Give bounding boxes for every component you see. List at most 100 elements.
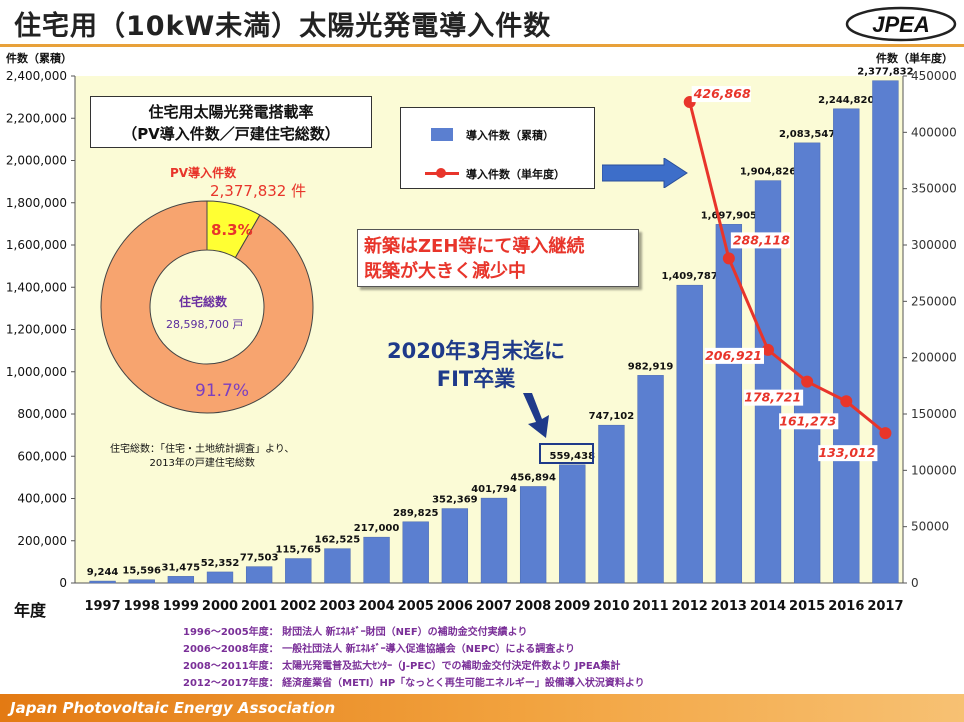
left-tick-label: 1,400,000 bbox=[6, 280, 67, 294]
callout-line2: 既築が大きく減少中 bbox=[364, 261, 526, 282]
legend-label-annual: 導入件数（単年度） bbox=[466, 168, 565, 181]
right-tick-label: 100000 bbox=[911, 463, 957, 477]
annual-label-bg bbox=[704, 347, 764, 364]
left-tick-label: 1,000,000 bbox=[6, 365, 67, 379]
bar-value-label: 115,765 bbox=[276, 545, 322, 556]
legend bbox=[400, 107, 595, 189]
donut-chart bbox=[100, 200, 314, 414]
jpea-logo: JPEA bbox=[845, 6, 957, 42]
left-tick-label: 1,600,000 bbox=[6, 238, 67, 252]
left-tick-label: 400,000 bbox=[17, 492, 67, 506]
bar-value-label: 559,438 bbox=[550, 451, 596, 462]
left-tick-label: 1,800,000 bbox=[6, 196, 67, 210]
bar-value-label: 289,825 bbox=[393, 508, 439, 519]
x-tick-label: 2013 bbox=[711, 599, 747, 614]
bar-1997 bbox=[89, 580, 116, 584]
bar-1998 bbox=[128, 579, 155, 584]
x-tick-label: 2004 bbox=[358, 599, 394, 614]
source-note-1: 1996～2005年度： 財団法人 新ｴﾈﾙｷﾞｰ財団（NEF）の補助金交付実績… bbox=[183, 627, 528, 638]
bar-value-label: 982,919 bbox=[628, 361, 674, 372]
annual-label-bg bbox=[743, 389, 804, 406]
right-tick-label: 450000 bbox=[911, 69, 957, 83]
source-note-4: 2012～2017年度： 経済産業省（METI）HP「なっとく再生可能エネルギー… bbox=[183, 678, 645, 689]
housing-source-note: 住宅総数：「住宅・土地統計調査」より、 2013年の戸建住宅総数 bbox=[110, 443, 294, 471]
x-tick-label: 2006 bbox=[437, 599, 473, 614]
callout-line1: 新築はZEH等にて導入継続 bbox=[364, 236, 585, 257]
x-tick-label: 2011 bbox=[632, 599, 668, 614]
footer-bar: Japan Photovoltaic Energy Association bbox=[0, 694, 964, 722]
annual-label-bg bbox=[691, 86, 751, 103]
x-tick-label: 1997 bbox=[84, 599, 120, 614]
left-tick-label: 0 bbox=[59, 576, 67, 590]
source-note-line1: 住宅総数：「住宅・土地統計調査」より、 bbox=[110, 444, 295, 455]
bar-2005 bbox=[402, 521, 429, 584]
bar-2015 bbox=[793, 142, 821, 584]
donut-slice-pv-label: 8.3% bbox=[211, 221, 253, 239]
x-tick-label: 2001 bbox=[241, 599, 277, 614]
x-tick-label: 2000 bbox=[202, 599, 238, 614]
left-tick-label: 2,000,000 bbox=[6, 154, 67, 168]
bar-value-label: 217,000 bbox=[354, 523, 400, 534]
annual-value-label: 133,012 bbox=[818, 445, 875, 460]
bar-value-label: 1,409,787 bbox=[662, 271, 718, 282]
page-title: 住宅用（10kW未満）太陽光発電導入件数 bbox=[14, 11, 552, 42]
annual-value-label: 206,921 bbox=[705, 348, 762, 363]
ratio-title-line2: （PV導入件数／戸建住宅総数） bbox=[122, 125, 340, 143]
left-tick-label: 2,400,000 bbox=[6, 69, 67, 83]
bar-2016 bbox=[833, 108, 860, 584]
bar-2013 bbox=[715, 224, 743, 584]
bar-2006 bbox=[441, 508, 469, 584]
right-tick-label: 150000 bbox=[911, 407, 957, 421]
fit-graduation-note: 2020年3月末迄に FIT卒業 bbox=[376, 337, 576, 393]
bar-value-label: 2,083,547 bbox=[779, 129, 835, 140]
trend-callout: 新築はZEH等にて導入継続 既築が大きく減少中 bbox=[357, 229, 639, 287]
bar-value-label: 2,244,820 bbox=[818, 95, 874, 106]
x-tick-label: 2017 bbox=[867, 599, 903, 614]
annual-label-bg bbox=[818, 445, 878, 462]
left-axis-title: 件数（累積） bbox=[6, 52, 72, 65]
annual-label-bg bbox=[730, 232, 791, 249]
x-tick-label: 2005 bbox=[398, 599, 434, 614]
right-axis-title: 件数（単年度） bbox=[876, 52, 953, 65]
source-note-2: 2006～2008年度： 一般社団法人 新ｴﾈﾙｷﾞｰ導入促進協議会（NEPC）… bbox=[183, 644, 575, 655]
left-tick-label: 600,000 bbox=[17, 449, 67, 463]
bar-2012 bbox=[676, 284, 703, 584]
pv-count-label: PV導入件数 bbox=[170, 166, 237, 180]
bar-2010 bbox=[598, 424, 625, 584]
source-note-line2: 2013年の戸建住宅総数 bbox=[149, 458, 255, 469]
bar-value-label: 747,102 bbox=[589, 411, 635, 422]
annual-point-2016 bbox=[840, 395, 853, 408]
fit-highlight-box bbox=[539, 443, 594, 464]
x-tick-label: 2007 bbox=[476, 599, 512, 614]
source-note-3: 2008～2011年度： 太陽光発電普及拡大ｾﾝﾀｰ（J-PEC）での補助金交付… bbox=[183, 661, 621, 672]
x-tick-label: 2008 bbox=[515, 599, 551, 614]
legend-pointer-arrow-icon bbox=[602, 158, 688, 188]
x-tick-label: 1999 bbox=[163, 599, 199, 614]
bar-value-label: 31,475 bbox=[162, 562, 201, 573]
bar-2017 bbox=[872, 80, 899, 584]
x-axis-title: 年度 bbox=[14, 601, 47, 620]
housing-total-value: 28,598,700 戸 bbox=[166, 318, 244, 331]
annual-value-label: 288,118 bbox=[733, 232, 790, 247]
bar-value-label: 2,377,832 bbox=[857, 67, 913, 78]
right-tick-label: 50000 bbox=[911, 520, 949, 534]
ratio-title-box: 住宅用太陽光発電搭載率 （PV導入件数／戸建住宅総数） bbox=[90, 96, 372, 148]
annual-value-label: 426,868 bbox=[693, 86, 751, 101]
bar-value-label: 401,794 bbox=[471, 484, 517, 495]
annual-line bbox=[688, 101, 887, 435]
x-tick-label: 2012 bbox=[672, 599, 708, 614]
bar-2002 bbox=[285, 558, 312, 584]
x-tick-label: 2014 bbox=[750, 599, 786, 614]
fit-note-line2: FIT卒業 bbox=[436, 367, 516, 391]
annual-label-bg bbox=[779, 413, 839, 430]
source-notes: 1996～2005年度： 財団法人 新ｴﾈﾙｷﾞｰ財団（NEF）の補助金交付実績… bbox=[183, 624, 645, 692]
bar-value-label: 52,352 bbox=[201, 558, 240, 569]
bar-value-label: 1,904,826 bbox=[740, 167, 796, 178]
bar-1999 bbox=[167, 576, 195, 584]
x-tick-label: 2009 bbox=[554, 599, 590, 614]
legend-dot-swatch bbox=[436, 168, 446, 178]
annual-value-label: 161,273 bbox=[779, 413, 836, 428]
bar-value-label: 352,369 bbox=[432, 495, 478, 506]
x-tick-label: 2010 bbox=[593, 599, 629, 614]
